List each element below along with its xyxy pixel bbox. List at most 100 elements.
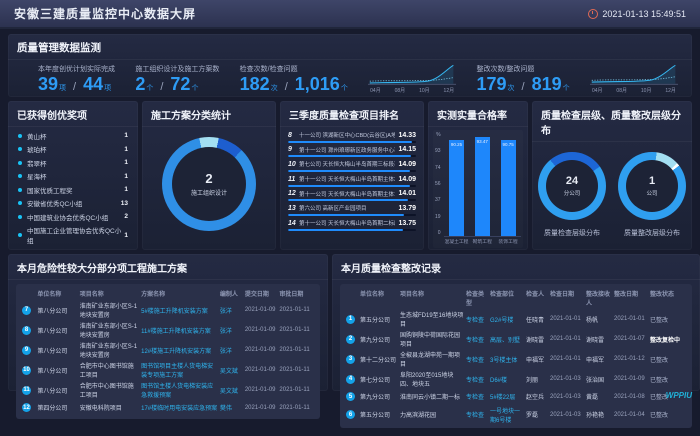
- month-label: 12月: [665, 88, 676, 94]
- table-header: 单位名称 项目名称 检查类型 检查部位 检查人 检查日期 整改接收人 整改日期 …: [346, 286, 686, 309]
- ranking-row[interactable]: 11 第十一公司 天长恒大梅山半岛首期主体3标段 14.09: [288, 175, 416, 187]
- table-row[interactable]: 9 第八分公司 淮南矿业东部小区S-1地块安置房 12#楼施工升降机安装方案 张…: [22, 340, 314, 360]
- donut-center: 2 施工组织设计: [162, 137, 256, 231]
- cell-plan-name[interactable]: 11#楼施工升降机安装方案: [141, 328, 211, 335]
- table-row[interactable]: 7 第八分公司 淮南矿业东部小区S-1地块安置房 5#楼施工升降机安装方案 张洋…: [22, 300, 314, 320]
- award-list-item[interactable]: 安徽省优秀QC小组 13: [8, 198, 138, 208]
- cell-check-part[interactable]: 一号地块一期6号楼: [490, 408, 521, 424]
- panel-level-distribution: 质量检查层级、质量整改层级分布 24 分公司 质量检查层级分布: [532, 101, 692, 250]
- award-list-item[interactable]: 国家优质工程奖 1: [8, 185, 138, 195]
- panel-pass-rate: 实测实量合格率 % 93 74 56 37 19 0 90.25 混凝土工程: [428, 101, 528, 250]
- cell-check-part[interactable]: G2#号楼: [490, 317, 514, 324]
- ranking-row[interactable]: 10 第七公司 天长恒大梅山半岛首期三标段项目 14.09: [288, 160, 416, 172]
- bullet-dot-icon: [18, 233, 22, 238]
- cell-plan-name[interactable]: 17#楼临时用电安装应急预案: [141, 406, 218, 413]
- award-list-item[interactable]: 黄山杯 1: [8, 131, 138, 141]
- rank-bar-fill: [288, 213, 405, 216]
- stat-annual-plan: 本年度创优计划实际完成 39 项 / 44 项: [38, 64, 115, 93]
- award-list-item[interactable]: 星海杯 1: [8, 171, 138, 181]
- row-number-badge: 2: [346, 334, 355, 344]
- cell-unit-name: 第八分公司: [37, 368, 68, 375]
- panel-rectify-records: 本月质量检查整改记录 单位名称 项目名称 检查类型 检查部位 检查人 检查日期 …: [332, 254, 700, 428]
- cell-rectify-date: 2021-01-07: [614, 336, 645, 342]
- cell-plan-name[interactable]: 图书馆项目主楼人货电梯安装专项施工方案: [141, 364, 214, 379]
- cell-unit-name: 第九分公司: [360, 395, 391, 402]
- award-list-item[interactable]: 中国建筑业协会优秀QC小组 2: [8, 212, 138, 222]
- cell-check-part[interactable]: 3号楼主体: [490, 357, 518, 364]
- cell-author: 吴文斌: [219, 388, 238, 395]
- rank-project-name: 第十一公司 天长恒大梅山半岛首期主体1标段: [299, 191, 395, 198]
- ranking-row[interactable]: 13 第六公司 高新区产业园项目 13.79: [288, 204, 416, 216]
- cell-plan-name[interactable]: 5#楼施工升降机安装方案: [141, 308, 208, 315]
- table-row[interactable]: 1 第五分公司 生态城FD19至16地块项目 专检查 G2#号楼 任晓青 202…: [346, 309, 686, 329]
- y-tick: 19: [435, 213, 441, 220]
- col-header: 检查人: [526, 292, 545, 298]
- trend-line-icon: [368, 64, 457, 85]
- level-donuts: 24 分公司 质量检查层级分布 1 公司 质: [532, 142, 692, 238]
- cell-project-name: 淮南矿业东部小区S-1地块安置房: [79, 344, 138, 359]
- ranking-row[interactable]: 9 第十一公司 滁州琅琊新区政务服务中心项目 14.15: [288, 146, 416, 158]
- ranking-title: 三季度质量检查项目排名: [280, 101, 424, 127]
- award-label: 星海杯: [27, 174, 47, 182]
- stat-value2: 819: [531, 74, 562, 94]
- table-row[interactable]: 5 第九分公司 淮南同云小镇二期一标 专检查 5#楼22层 赵空兵 2021-0…: [346, 389, 686, 405]
- col-header: 编制人: [219, 292, 238, 298]
- cell-check-date: 2021-01-03: [550, 393, 581, 400]
- month-label: 12月: [443, 88, 455, 94]
- cell-author: 张洋: [219, 328, 232, 335]
- rank-project-name: 第七公司 天长恒大梅山半岛首期三标段项目: [299, 162, 396, 169]
- ranking-row[interactable]: 12 第十一公司 天长恒大梅山半岛首期主体1标段 14.01: [288, 190, 416, 202]
- rank-score: 14.09: [398, 175, 416, 183]
- award-label: 中国建筑业协会优秀QC小组: [27, 214, 109, 222]
- table-row[interactable]: 3 第十二分公司 全椒县龙湖申苑一期项目 专检查 3号楼主体 申福军 2021-…: [346, 349, 686, 369]
- month-label: 04月: [370, 88, 381, 94]
- cell-check-part[interactable]: D6#楼: [490, 377, 508, 384]
- panel-awards: 已获得创优奖项 黄山杯 1 琥珀杯 1 翡翠杯 1 星海杯 1 国家优质工程奖 …: [8, 101, 138, 250]
- cell-check-date: 2021-01-03: [550, 376, 581, 382]
- table-row[interactable]: 10 第八分公司 合肥市中心图书馆施工项目 图书馆项目主楼人货电梯安装专项施工方…: [22, 360, 314, 380]
- ranking-row[interactable]: 14 第十一公司 天长恒大梅山半岛首期二标段 13.75: [288, 219, 416, 231]
- award-count: 1: [124, 186, 128, 194]
- award-count: 1: [124, 172, 128, 180]
- award-list-item[interactable]: 琥珀杯 1: [8, 144, 138, 154]
- rank-bar-fill: [288, 228, 404, 231]
- award-label: 翡翠杯: [27, 160, 47, 168]
- award-list-item[interactable]: 翡翠杯 1: [8, 158, 138, 168]
- ranking-row[interactable]: 8 十一公司 滨湖新区中心CBD(云谷区)A地块项目 14.33: [288, 131, 416, 143]
- bar: 93.47: [474, 136, 490, 236]
- table-row[interactable]: 2 第九分公司 国购铜陵中荷国际花园项目 专检查 高层、别墅 谢晓雷 2021-…: [346, 329, 686, 349]
- table-header: 单位名称 项目名称 方案名称 编制人 提交日期 审批日期: [22, 286, 314, 300]
- award-list-item[interactable]: 中国施工企业管理协会优秀QC小组 1: [8, 225, 138, 245]
- rank-project-name: 第十一公司 天长恒大梅山半岛首期主体3标段: [299, 177, 395, 184]
- bar-column[interactable]: 93.47 砌筑工程: [470, 132, 494, 248]
- stat-value: 2: [135, 74, 146, 94]
- rectification-level-donut: 1 公司 质量整改层级分布: [618, 152, 686, 238]
- rank-bar-track: [288, 228, 416, 231]
- cell-rectify-status: 整改复检中: [650, 337, 681, 344]
- bar-column[interactable]: 90.75 装饰工程: [496, 132, 520, 248]
- bottom-row: 本月危险性较大分部分项工程施工方案 单位名称 项目名称 方案名称 编制人 提交日…: [8, 254, 700, 428]
- cell-submit-date: 2021-01-09: [244, 347, 276, 353]
- table-row[interactable]: 12 第四分公司 安徽电科院项目 17#楼临时用电安装应急预案 樊伟 2021-…: [22, 400, 314, 416]
- table-row[interactable]: 11 第八分公司 合肥市中心图书馆施工项目 图书馆主楼人货电梯安装应急救援预案 …: [22, 380, 314, 400]
- datetime-text: 2021-01-13 15:49:51: [602, 8, 686, 19]
- bar-category-label: 装饰工程: [498, 240, 518, 245]
- award-label: 琥珀杯: [27, 147, 47, 155]
- cell-project-name: 淮南同云小镇二期一标: [400, 395, 461, 402]
- cell-plan-name[interactable]: 图书馆主楼人货电梯安装应急救援预案: [141, 384, 214, 399]
- rank-bar-fill: [288, 199, 409, 202]
- col-header: 整改日期: [614, 292, 639, 298]
- rank-bar-fill: [288, 155, 411, 158]
- bullet-dot-icon: [18, 187, 22, 192]
- table-row[interactable]: 6 第五分公司 力高滨湖花园 专检查 一号地块一期6号楼 罗磊 2021-01-…: [346, 405, 686, 425]
- table-row[interactable]: 4 第七分公司 阜阳2020至015地块四、地块五 专检查 D6#楼 刘丽 20…: [346, 369, 686, 389]
- y-tick: 37: [435, 197, 441, 204]
- cell-receiver: 张治国: [586, 377, 605, 384]
- rank-number: 8: [288, 131, 292, 139]
- cell-plan-name[interactable]: 12#楼施工升降机安装方案: [141, 348, 212, 355]
- cell-check-part[interactable]: 高层、别墅: [490, 337, 521, 344]
- table-row[interactable]: 8 第八分公司 淮南矿业东部小区S-1地块安置房 11#楼施工升降机安装方案 张…: [22, 320, 314, 340]
- bar-column[interactable]: 90.25 混凝土工程: [444, 132, 468, 248]
- cell-check-part[interactable]: 5#楼22层: [490, 395, 516, 402]
- stat-unit: 项: [59, 85, 67, 92]
